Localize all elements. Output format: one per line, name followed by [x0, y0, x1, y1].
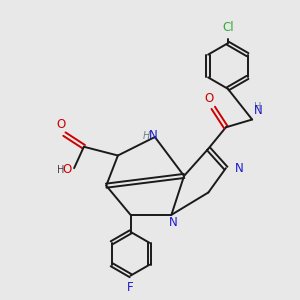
- Text: N: N: [149, 129, 158, 142]
- Text: Cl: Cl: [222, 21, 234, 34]
- Text: N: N: [254, 103, 262, 117]
- Text: H: H: [254, 102, 261, 112]
- Text: N: N: [169, 216, 177, 229]
- Text: O: O: [62, 163, 71, 176]
- Text: O: O: [204, 92, 214, 105]
- Text: H: H: [142, 130, 150, 141]
- Text: N: N: [235, 162, 244, 175]
- Text: O: O: [57, 118, 66, 131]
- Text: F: F: [127, 281, 134, 295]
- Text: H: H: [56, 165, 64, 175]
